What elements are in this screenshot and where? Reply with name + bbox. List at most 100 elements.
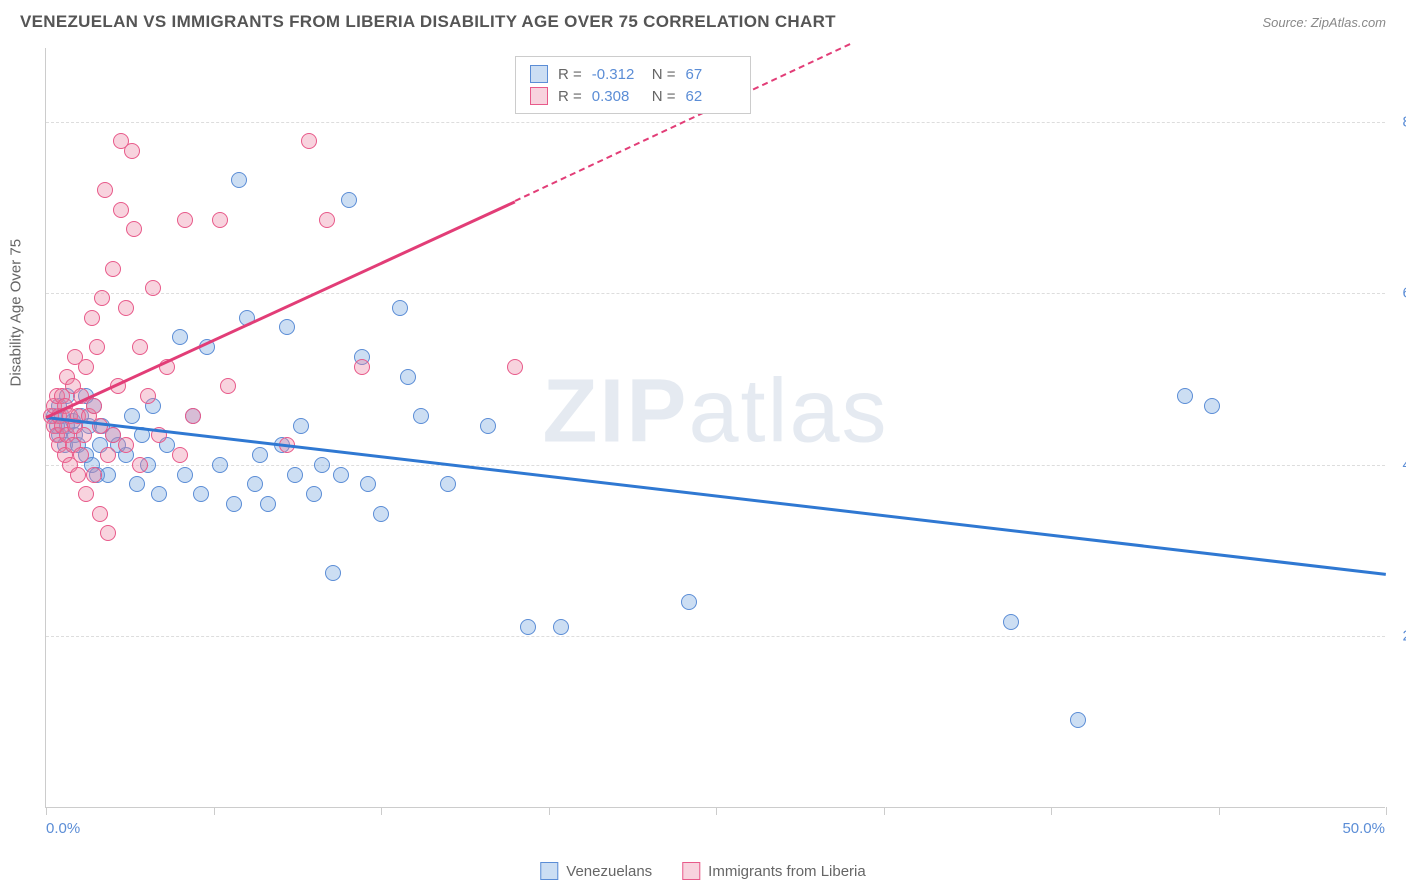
- scatter-point: [140, 388, 156, 404]
- scatter-point: [132, 457, 148, 473]
- scatter-point: [84, 310, 100, 326]
- scatter-point: [306, 486, 322, 502]
- x-axis-end-label: 50.0%: [1342, 820, 1385, 837]
- scatter-point: [520, 619, 536, 635]
- scatter-point: [400, 369, 416, 385]
- x-tick: [549, 807, 550, 815]
- scatter-point: [129, 476, 145, 492]
- scatter-point: [220, 378, 236, 394]
- scatter-point: [92, 506, 108, 522]
- scatter-point: [392, 300, 408, 316]
- scatter-point: [126, 221, 142, 237]
- scatter-point: [279, 319, 295, 335]
- legend-label: Venezuelans: [566, 863, 652, 880]
- scatter-point: [118, 300, 134, 316]
- scatter-point: [70, 467, 86, 483]
- n-value: 67: [686, 66, 736, 83]
- y-axis-title: Disability Age Over 75: [8, 238, 25, 386]
- legend-item: Immigrants from Liberia: [682, 862, 866, 880]
- y-tick-label: 27.5%: [1390, 628, 1406, 645]
- n-label: N =: [652, 88, 676, 105]
- scatter-point: [78, 359, 94, 375]
- legend-item: Venezuelans: [540, 862, 652, 880]
- scatter-point: [97, 182, 113, 198]
- scatter-point: [118, 437, 134, 453]
- scatter-point: [124, 408, 140, 424]
- stats-row: R = 0.308 N = 62: [530, 85, 736, 107]
- chart-title: VENEZUELAN VS IMMIGRANTS FROM LIBERIA DI…: [20, 12, 836, 32]
- scatter-point: [354, 359, 370, 375]
- x-tick: [1386, 807, 1387, 815]
- scatter-point: [314, 457, 330, 473]
- scatter-point: [100, 525, 116, 541]
- n-label: N =: [652, 66, 676, 83]
- scatter-point: [247, 476, 263, 492]
- legend-label: Immigrants from Liberia: [708, 863, 866, 880]
- scatter-point: [185, 408, 201, 424]
- r-value: 0.308: [592, 88, 642, 105]
- scatter-point: [86, 398, 102, 414]
- scatter-point: [1003, 614, 1019, 630]
- chart-legend: Venezuelans Immigrants from Liberia: [534, 862, 871, 880]
- source-attribution: Source: ZipAtlas.com: [1262, 15, 1386, 30]
- scatter-point: [105, 261, 121, 277]
- scatter-point: [145, 280, 161, 296]
- scatter-point: [1204, 398, 1220, 414]
- x-tick: [1051, 807, 1052, 815]
- scatter-point: [212, 212, 228, 228]
- correlation-stats-box: R = -0.312 N = 67 R = 0.308 N = 62: [515, 56, 751, 114]
- scatter-point: [132, 339, 148, 355]
- scatter-point: [177, 212, 193, 228]
- stats-row: R = -0.312 N = 67: [530, 63, 736, 85]
- scatter-point: [94, 290, 110, 306]
- x-tick: [884, 807, 885, 815]
- scatter-point: [76, 427, 92, 443]
- watermark: ZIPatlas: [542, 361, 888, 464]
- scatter-point: [440, 476, 456, 492]
- x-tick: [1219, 807, 1220, 815]
- scatter-point: [480, 418, 496, 434]
- scatter-point: [252, 447, 268, 463]
- n-value: 62: [686, 88, 736, 105]
- gridline: [46, 122, 1385, 123]
- x-tick: [381, 807, 382, 815]
- scatter-chart: Disability Age Over 75 ZIPatlas 27.5%45.…: [45, 48, 1385, 808]
- x-tick: [716, 807, 717, 815]
- scatter-point: [151, 486, 167, 502]
- scatter-point: [86, 467, 102, 483]
- scatter-point: [341, 192, 357, 208]
- scatter-point: [124, 143, 140, 159]
- gridline: [46, 465, 1385, 466]
- trend-line: [45, 200, 515, 418]
- series-swatch: [530, 65, 548, 83]
- scatter-point: [287, 467, 303, 483]
- scatter-point: [1177, 388, 1193, 404]
- scatter-point: [325, 565, 341, 581]
- y-tick-label: 45.0%: [1390, 456, 1406, 473]
- scatter-point: [681, 594, 697, 610]
- scatter-point: [413, 408, 429, 424]
- scatter-point: [319, 212, 335, 228]
- r-label: R =: [558, 66, 582, 83]
- scatter-point: [113, 202, 129, 218]
- r-label: R =: [558, 88, 582, 105]
- legend-swatch: [540, 862, 558, 880]
- scatter-point: [360, 476, 376, 492]
- scatter-point: [172, 447, 188, 463]
- scatter-point: [231, 172, 247, 188]
- scatter-point: [177, 467, 193, 483]
- scatter-point: [100, 447, 116, 463]
- scatter-point: [373, 506, 389, 522]
- scatter-point: [193, 486, 209, 502]
- y-tick-label: 62.5%: [1390, 285, 1406, 302]
- scatter-point: [507, 359, 523, 375]
- r-value: -0.312: [592, 66, 642, 83]
- scatter-point: [1070, 712, 1086, 728]
- gridline: [46, 636, 1385, 637]
- scatter-point: [226, 496, 242, 512]
- y-tick-label: 80.0%: [1390, 113, 1406, 130]
- scatter-point: [78, 486, 94, 502]
- scatter-point: [212, 457, 228, 473]
- scatter-point: [293, 418, 309, 434]
- scatter-point: [89, 339, 105, 355]
